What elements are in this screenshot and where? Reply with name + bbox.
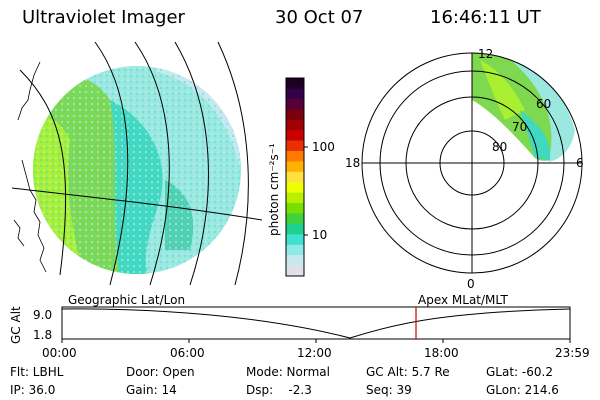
- timeline-right-label: Apex MLat/MLT: [418, 293, 508, 307]
- polar-label-0: 0: [467, 277, 475, 291]
- colorbar-swatch: [286, 223, 304, 235]
- colorbar-swatch: [286, 130, 304, 142]
- imager-disk: [12, 41, 262, 285]
- colorbar-swatch: [286, 213, 304, 225]
- timeline-y-bottom: 1.8: [33, 328, 53, 342]
- instrument-title: Ultraviolet Imager: [22, 7, 185, 28]
- status-gc-alt: GC Alt: 5.7 Re: [366, 365, 450, 379]
- polar-label-12: 12: [478, 47, 494, 61]
- polar-ring-80: 80: [492, 140, 508, 154]
- status-ip: IP: 36.0: [10, 383, 56, 397]
- status-glat: GLat: -60.2: [486, 365, 553, 379]
- colorbar-unit-label: photon cm⁻²s⁻¹: [267, 143, 281, 236]
- date-label: 30 Oct 07: [275, 7, 364, 28]
- colorbar-tick-100: 100: [312, 140, 335, 154]
- colorbar: [285, 77, 308, 277]
- colorbar-swatch: [286, 98, 304, 110]
- time-label: 16:46:11 UT: [430, 7, 541, 28]
- colorbar-swatch: [286, 234, 304, 246]
- timeline-tick-1: 06:00: [170, 346, 205, 360]
- polar-plot: [361, 52, 583, 274]
- timeline-tick-4: 23:59: [555, 346, 590, 360]
- timeline-left-label: Geographic Lat/Lon: [68, 293, 186, 307]
- colorbar-swatch: [286, 109, 304, 121]
- polar-ring-70: 70: [512, 120, 528, 134]
- colorbar-swatch: [286, 119, 304, 131]
- colorbar-swatch: [286, 171, 304, 183]
- status-seq: Seq: 39: [366, 383, 412, 397]
- colorbar-swatch: [286, 255, 304, 267]
- status-dsp: Dsp: -2.3: [246, 383, 312, 397]
- timeline-tick-3: 18:00: [424, 346, 459, 360]
- colorbar-swatch: [286, 265, 304, 277]
- timeline-y-top: 9.0: [33, 308, 53, 322]
- status-mode: Mode: Normal: [246, 365, 330, 379]
- colorbar-swatch: [286, 203, 304, 214]
- colorbar-swatch: [286, 244, 304, 256]
- colorbar-swatch: [286, 88, 304, 100]
- polar-ring-60: 60: [536, 97, 552, 111]
- colorbar-swatch: [286, 192, 304, 204]
- colorbar-swatch: [286, 140, 304, 152]
- altitude-timeline: [61, 306, 571, 343]
- status-glon: GLon: 214.6: [486, 383, 559, 397]
- status-door: Door: Open: [126, 365, 195, 379]
- colorbar-swatch: [286, 150, 304, 162]
- polar-label-18: 18: [345, 156, 361, 170]
- colorbar-tick-10: 10: [312, 228, 328, 242]
- timeline-tick-0: 00:00: [42, 346, 77, 360]
- timeline-tick-2: 12:00: [297, 346, 332, 360]
- status-filter: Flt: LBHL: [10, 365, 64, 379]
- colorbar-swatch: [286, 78, 304, 89]
- colorbar-swatch: [286, 182, 304, 194]
- timeline-axis-title: GC Alt: [9, 306, 23, 344]
- colorbar-swatch: [286, 161, 304, 173]
- status-gain: Gain: 14: [126, 383, 177, 397]
- polar-label-6: 6: [576, 156, 584, 170]
